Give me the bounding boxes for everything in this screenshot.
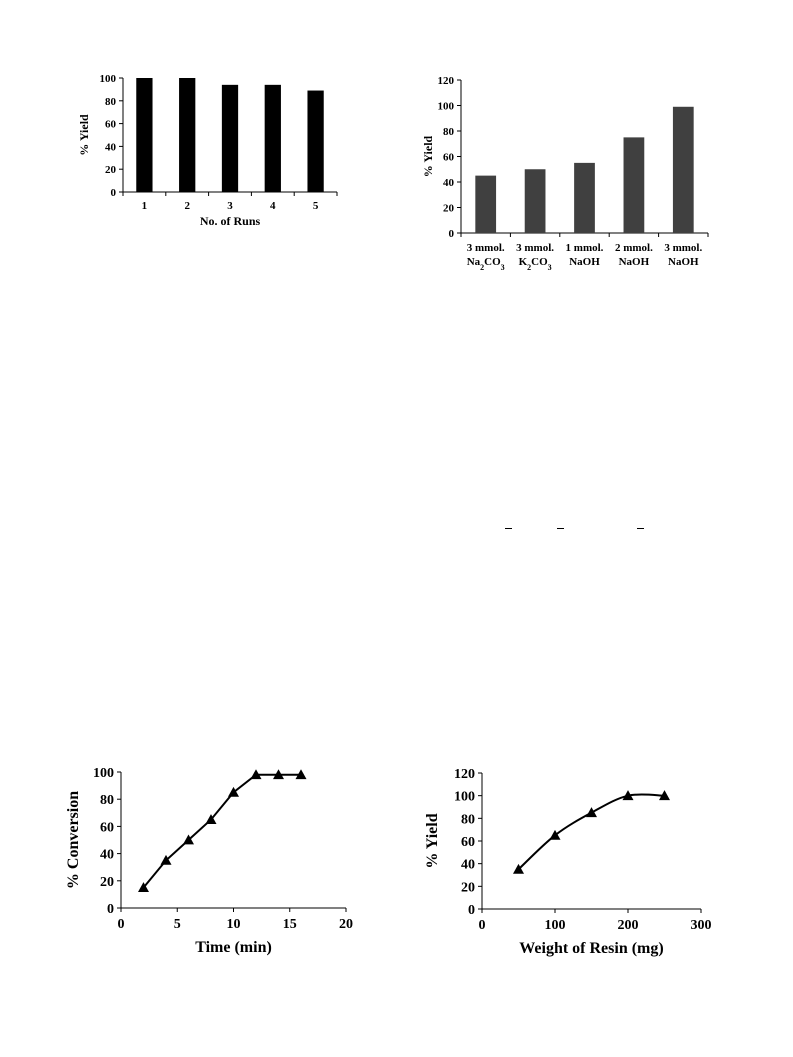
- y-tick-label: 120: [454, 767, 475, 782]
- data-point-triangle: [250, 769, 262, 780]
- data-point-triangle: [205, 814, 217, 824]
- x-tick-label: 5: [174, 917, 181, 932]
- x-tick-label: NaOH: [619, 256, 650, 268]
- x-tick-label: 20: [339, 917, 353, 932]
- chart-panel-resin: 0 20 40 60 80 100 120 0 100 200 300 Weight of Resin…: [415, 758, 725, 968]
- x-tick-label: 3 mmol.: [664, 242, 702, 254]
- x-tick-label: 5: [313, 200, 319, 212]
- bar: [672, 106, 694, 233]
- x-tick-label: Na2CO3: [467, 256, 505, 272]
- bases-bar-chart: 0 20 40 60 80 100 120 3 mmol. Na2CO3 3 mmol. K2CO3…: [421, 75, 709, 272]
- y-tick-label: 60: [461, 835, 475, 850]
- x-tick-label: 3 mmol.: [516, 242, 554, 254]
- data-point-triangle: [659, 790, 670, 801]
- time-line-chart: 0 20 40 60 80 100 0 5 10 15 20 Time (min) % Conversi…: [65, 766, 353, 956]
- y-tick-label: 20: [461, 880, 475, 895]
- data-point-triangle: [183, 834, 194, 845]
- x-tick-label: NaOH: [668, 256, 699, 268]
- bar: [307, 90, 324, 192]
- y-tick-label: 40: [100, 848, 114, 863]
- bar: [475, 175, 497, 233]
- x-tick-label: 2 mmol.: [615, 242, 653, 254]
- y-tick-label: 100: [100, 73, 117, 85]
- x-tick-label: 3: [227, 200, 233, 212]
- y-axis-title: % Yield: [424, 813, 441, 868]
- data-point-triangle: [228, 786, 239, 797]
- bar: [136, 78, 153, 192]
- series-line: [517, 793, 665, 871]
- y-tick-label: 120: [438, 75, 455, 87]
- y-tick-label: 0: [107, 902, 114, 917]
- y-tick-label: 40: [105, 141, 117, 153]
- x-tick-label: 15: [283, 917, 297, 932]
- chart-panel-time: 0 20 40 60 80 100 0 5 10 15 20 Time (min) % Conversi…: [58, 755, 368, 965]
- x-tick-label: 3 mmol.: [467, 242, 505, 254]
- bar: [623, 137, 645, 233]
- resin-line-chart: 0 20 40 60 80 100 120 0 100 200 300 Weight of Resin…: [424, 767, 712, 957]
- y-tick-label: 100: [438, 101, 455, 113]
- x-tick-label: K2CO3: [519, 256, 552, 272]
- x-axis-title: Weight of Resin (mg): [519, 940, 663, 957]
- data-point-triangle: [160, 854, 172, 865]
- dash-mark: [557, 528, 564, 529]
- data-point-triangle: [138, 882, 149, 892]
- x-axis-title: Time (min): [195, 939, 272, 956]
- x-tick-label: 1 mmol.: [566, 242, 604, 254]
- y-tick-label: 20: [105, 164, 117, 176]
- x-tick-label: 2: [184, 200, 190, 212]
- y-tick-label: 0: [468, 903, 475, 918]
- y-tick-label: 100: [454, 790, 475, 805]
- bar: [264, 84, 281, 192]
- data-point-triangle: [586, 807, 597, 818]
- y-tick-label: 80: [443, 126, 455, 138]
- y-tick-label: 60: [100, 820, 114, 835]
- runs-bar-chart: 0 20 40 60 80 100 1 2 3 4 5 No. of Runs % Yield: [77, 73, 338, 228]
- bar: [524, 169, 546, 233]
- y-tick-label: 80: [100, 793, 114, 808]
- series-line: [142, 773, 301, 889]
- x-tick-label: 100: [545, 918, 566, 933]
- bar: [574, 162, 595, 233]
- x-tick-label: 300: [691, 918, 712, 933]
- y-tick-label: 80: [105, 96, 117, 108]
- y-tick-label: 0: [111, 187, 117, 199]
- y-tick-label: 20: [100, 875, 114, 890]
- x-tick-label: NaOH: [569, 256, 600, 268]
- dash-mark: [637, 528, 644, 529]
- y-tick-label: 20: [443, 203, 455, 215]
- y-tick-label: 100: [93, 766, 114, 781]
- y-axis-title: % Yield: [421, 135, 435, 177]
- dash-mark: [505, 528, 512, 529]
- y-tick-label: 0: [449, 228, 455, 240]
- y-axis-title: % Conversion: [65, 791, 82, 889]
- chart-panel-bases: 0 20 40 60 80 100 120 3 mmol. Na2CO3 3 mmol. K2CO3…: [418, 68, 718, 290]
- y-tick-label: 40: [461, 858, 475, 873]
- x-axis-title: No. of Runs: [200, 214, 261, 228]
- data-point-triangle: [549, 829, 561, 840]
- bar: [221, 84, 239, 192]
- data-point-triangle: [273, 769, 284, 780]
- chart-panel-runs: 0 20 40 60 80 100 1 2 3 4 5 No. of Runs % Yield: [70, 60, 350, 240]
- x-tick-label: 4: [270, 200, 276, 212]
- x-tick-label: 1: [142, 200, 148, 212]
- data-point-triangle: [622, 790, 634, 801]
- y-tick-label: 80: [461, 812, 475, 827]
- data-point-triangle: [295, 769, 307, 780]
- x-tick-label: 0: [118, 917, 125, 932]
- data-point-triangle: [513, 863, 524, 874]
- y-tick-label: 60: [105, 119, 117, 131]
- y-axis-title: % Yield: [77, 114, 91, 156]
- bar: [179, 78, 196, 192]
- x-tick-label: 10: [227, 917, 241, 932]
- x-tick-label: 200: [618, 918, 639, 933]
- y-tick-label: 40: [443, 177, 455, 189]
- x-tick-label: 0: [479, 918, 486, 933]
- y-tick-label: 60: [443, 152, 455, 164]
